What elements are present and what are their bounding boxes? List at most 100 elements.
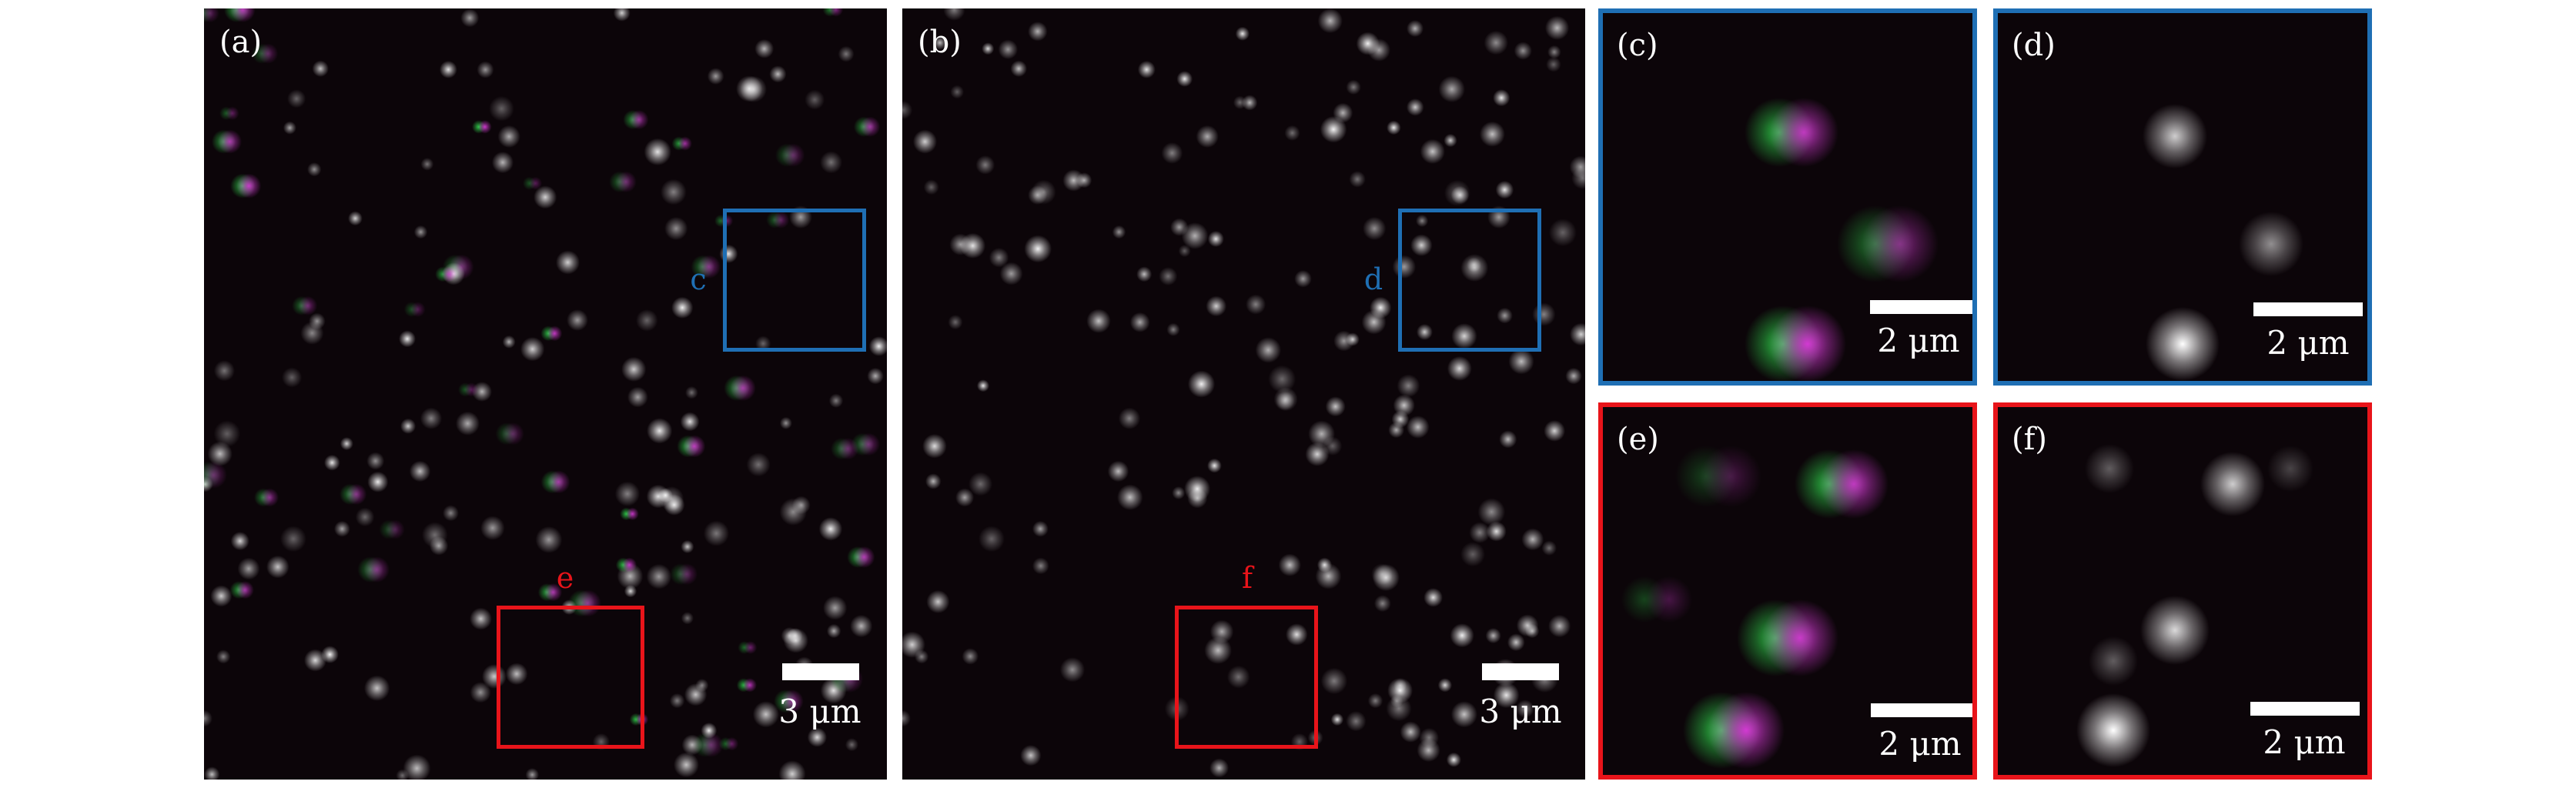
fluorescent-spot [807, 727, 828, 747]
fluorescent-spot [1129, 312, 1150, 332]
fluorescent-spot [1708, 692, 1785, 769]
panel-f-spots [2076, 444, 2313, 767]
panel-e-inset: (e) 2 μm [1598, 402, 1977, 780]
fluorescent-spot [385, 519, 405, 539]
fluorescent-spot [755, 336, 771, 352]
fluorescent-spot [826, 623, 841, 639]
fluorescent-spot [1370, 296, 1392, 319]
fluorescent-spot [1226, 665, 1250, 689]
fluorescent-spot [730, 375, 756, 402]
fluorescent-spot [975, 155, 995, 175]
fluorescent-spot [547, 326, 563, 342]
fluorescent-spot [850, 614, 873, 638]
fluorescent-spot [1273, 387, 1298, 412]
fluorescent-spot [744, 641, 758, 654]
fluorescent-spot [1819, 449, 1889, 519]
fluorescent-spot [681, 734, 703, 756]
fluorescent-spot [502, 335, 516, 349]
fluorescent-spot [1416, 323, 1433, 340]
fluorescent-spot [859, 116, 881, 137]
fluorescent-spot [962, 648, 979, 665]
scale-bar-text: 2 μm [1878, 725, 1962, 763]
fluorescent-spot [837, 437, 859, 460]
fluorescent-spot [669, 693, 685, 709]
fluorescent-spot [902, 101, 913, 120]
fluorescent-spot [1388, 422, 1405, 439]
fluorescent-spot [2239, 212, 2303, 276]
fluorescent-spot [207, 441, 233, 466]
fluorescent-spot [948, 315, 963, 330]
fluorescent-spot [1484, 30, 1508, 55]
fluorescent-spot [260, 488, 279, 507]
fluorescent-spot [1159, 267, 1178, 285]
fluorescent-spot [1172, 486, 1186, 500]
fluorescent-spot [439, 60, 457, 78]
fluorescent-spot [949, 233, 972, 255]
fluorescent-spot [681, 612, 694, 625]
fluorescent-spot [1547, 45, 1561, 59]
fluorescent-spot [1137, 60, 1156, 78]
fluorescent-spot [1107, 460, 1129, 482]
scale-bar [2250, 702, 2360, 716]
fluorescent-spot [1447, 356, 1472, 381]
fluorescent-spot [781, 143, 805, 167]
scale-bar [782, 663, 859, 680]
fluorescent-spot [780, 690, 804, 713]
fluorescent-spot [1330, 713, 1344, 726]
fluorescent-spot [321, 646, 339, 663]
fluorescent-spot [470, 607, 492, 630]
fluorescent-spot [1400, 721, 1421, 743]
fluorescent-spot [1469, 522, 1490, 543]
panel-a-image: (a) c e 3 μm [204, 8, 887, 780]
fluorescent-spot [1320, 667, 1348, 695]
fluorescent-spot [525, 768, 540, 780]
fluorescent-spot [845, 738, 859, 752]
fluorescent-spot [409, 460, 431, 482]
fluorescent-spot [1493, 682, 1520, 709]
fluorescent-spot [1565, 367, 1582, 385]
fluorescent-spot [1333, 330, 1355, 352]
fluorescent-spot [644, 138, 671, 165]
fluorescent-spot [740, 75, 767, 103]
scale-bar [1870, 300, 1972, 314]
fluorescent-spot [1393, 394, 1415, 416]
fluorescent-spot [1161, 142, 1183, 164]
fluorescent-spot [217, 129, 243, 154]
panel-b-spots [902, 8, 1585, 778]
fluorescent-spot [1450, 623, 1474, 648]
fluorescent-spot [923, 179, 939, 195]
fluorescent-spot [1010, 60, 1027, 77]
fluorescent-spot [1700, 446, 1761, 507]
fluorescent-spot [621, 356, 647, 382]
fluorescent-spot [982, 42, 995, 55]
fluorescent-spot [1196, 125, 1219, 149]
fluorescent-spot [520, 336, 545, 362]
fluorescent-spot [420, 407, 443, 429]
fluorescent-spot [624, 585, 637, 598]
fluorescent-spot [664, 216, 688, 241]
fluorescent-spot [366, 452, 385, 470]
fluorescent-spot [1444, 133, 1457, 148]
fluorescent-spot [2143, 104, 2207, 169]
fluorescent-spot [1349, 171, 1366, 188]
fluorescent-spot [754, 38, 774, 58]
fluorescent-spot [216, 649, 231, 664]
fluorescent-spot [989, 247, 1009, 268]
scale-bar-text: 2 μm [2267, 324, 2350, 362]
fluorescent-spot [455, 411, 480, 436]
fluorescent-spot [912, 129, 938, 154]
fluorescent-spot [1325, 396, 1346, 417]
panel-b-label: (b) [918, 25, 962, 60]
fluorescent-spot [1444, 179, 1471, 207]
fluorescent-spot [324, 454, 340, 471]
panel-e-spots [1621, 446, 1889, 769]
fluorescent-spot [742, 678, 758, 693]
fluorescent-spot [282, 367, 303, 388]
panel-d-inset: (d) 2 μm [1993, 8, 2372, 386]
fluorescent-spot [943, 8, 965, 21]
fluorescent-spot [676, 563, 698, 586]
fluorescent-spot [420, 157, 434, 171]
fluorescent-spot [1118, 407, 1141, 429]
box-d [1398, 209, 1541, 352]
fluorescent-spot [555, 250, 580, 275]
